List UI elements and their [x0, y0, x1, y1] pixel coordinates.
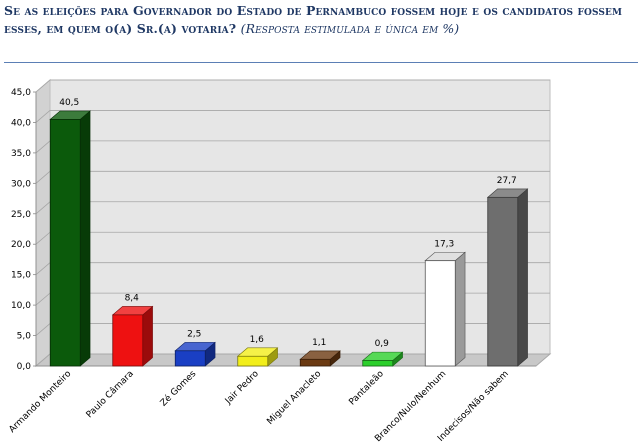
x-tick-label: Paulo Câmara [85, 369, 136, 420]
y-tick-label: 30,0 [11, 179, 31, 189]
bar [487, 196, 519, 367]
y-tick-label: 35,0 [11, 149, 31, 159]
data-label: 27,7 [497, 176, 517, 186]
bar [112, 314, 144, 367]
data-label: 0,9 [375, 339, 390, 349]
title-divider [4, 62, 638, 63]
plot-side-wall [35, 78, 51, 368]
y-tick-label: 40,0 [11, 118, 31, 128]
data-label: 40,5 [59, 98, 79, 108]
x-tick-label: Armando Monteiro [7, 369, 73, 435]
bar [174, 350, 206, 367]
x-tick-label: Miguel Anacleto [265, 369, 323, 427]
data-label: 1,6 [250, 335, 265, 345]
data-label: 8,4 [125, 293, 140, 303]
bar-side [517, 188, 528, 367]
bar [49, 119, 81, 367]
data-label: 2,5 [187, 329, 201, 339]
x-tick-label: Indecisos/Não sabem [436, 369, 511, 444]
gridline [35, 79, 550, 93]
y-tick-label: 0,0 [17, 362, 32, 372]
chart-title-sub: (Resposta estimulada e única em %) [240, 21, 460, 36]
x-tick-label: Pantaleão [347, 369, 386, 408]
x-tick-label: Jair Pedro [223, 369, 261, 407]
chart-title-main: Se as eleições para Governador do Estado… [4, 3, 623, 36]
gridline [35, 110, 550, 123]
y-tick-label: 5,0 [17, 332, 32, 342]
bar [362, 360, 394, 367]
data-label: 1,1 [312, 338, 326, 348]
bar [424, 260, 456, 367]
data-label: 17,3 [434, 239, 454, 249]
y-tick-label: 45,0 [11, 88, 31, 98]
y-tick-label: 25,0 [11, 210, 31, 220]
chart-title: Se as eleições para Governador do Estado… [4, 2, 638, 38]
x-tick-label: Branco/Nulo/Nenhum [373, 369, 448, 444]
y-tick-label: 20,0 [11, 240, 31, 250]
y-tick-label: 10,0 [11, 301, 31, 311]
y-tick-label: 15,0 [11, 271, 31, 281]
bar-side [142, 305, 153, 367]
x-tick-label: Zé Gomes [158, 368, 199, 409]
bar-side [454, 251, 466, 367]
bar [237, 355, 269, 367]
bar [299, 358, 331, 367]
bar-side [79, 110, 91, 367]
